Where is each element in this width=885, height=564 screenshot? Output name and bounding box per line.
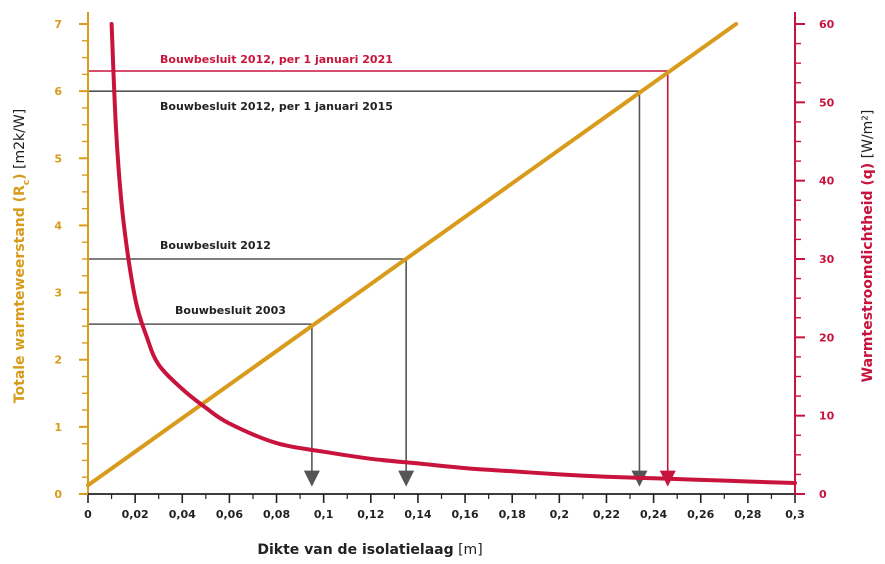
y-left-tick-label: 7 [54,18,62,31]
x-tick-label: 0,28 [734,508,761,521]
annotation-label: Bouwbesluit 2012, per 1 januari 2021 [160,53,393,66]
annotation-label: Bouwbesluit 2012 [160,239,271,252]
y-right-axis-title: Warmtestroomdichtheid (q) [W/m²] [860,110,876,383]
y-right-tick-label: 20 [819,331,835,344]
x-tick-label: 0,1 [314,508,334,521]
annotation-label: Bouwbesluit 2012, per 1 januari 2015 [160,100,393,113]
x-tick-label: 0 [84,508,92,521]
x-tick-label: 0,04 [169,508,196,521]
annotation-label: Bouwbesluit 2003 [175,304,286,317]
y-right-tick-label: 50 [819,96,835,109]
x-tick-label: 0,22 [593,508,620,521]
y-right-tick-label: 30 [819,253,835,266]
x-tick-label: 0,2 [550,508,570,521]
series-line-warmteweerstand [86,22,739,488]
y-left-tick-label: 5 [54,152,62,165]
x-tick-label: 0,12 [357,508,384,521]
x-tick-label: 0,24 [640,508,667,521]
y-right-tick-label: 10 [819,410,835,423]
x-tick-label: 0,06 [216,508,243,521]
y-left-tick-label: 3 [54,287,62,300]
x-tick-label: 0,02 [122,508,149,521]
x-axis-title: Dikte van de isolatielaag [m] [257,542,482,558]
x-tick-label: 0,16 [451,508,478,521]
x-tick-label: 0,3 [785,508,805,521]
y-right-tick-label: 40 [819,175,835,188]
y-left-tick-label: 6 [54,85,62,98]
y-left-tick-label: 4 [54,219,62,232]
series-line-warmtestroomdichtheid [109,22,797,485]
y-left-tick-label: 1 [54,421,62,434]
y-right-tick-label: 60 [819,18,835,31]
x-tick-label: 0,18 [499,508,526,521]
y-left-tick-label: 0 [54,488,62,501]
y-left-tick-label: 2 [54,354,62,367]
y-left-axis-title: Totale warmteweerstand (Rc) [m2k/W] [12,109,32,403]
x-tick-label: 0,14 [404,508,431,521]
x-tick-label: 0,08 [263,508,290,521]
y-right-tick-label: 0 [819,488,827,501]
x-tick-label: 0,26 [687,508,714,521]
